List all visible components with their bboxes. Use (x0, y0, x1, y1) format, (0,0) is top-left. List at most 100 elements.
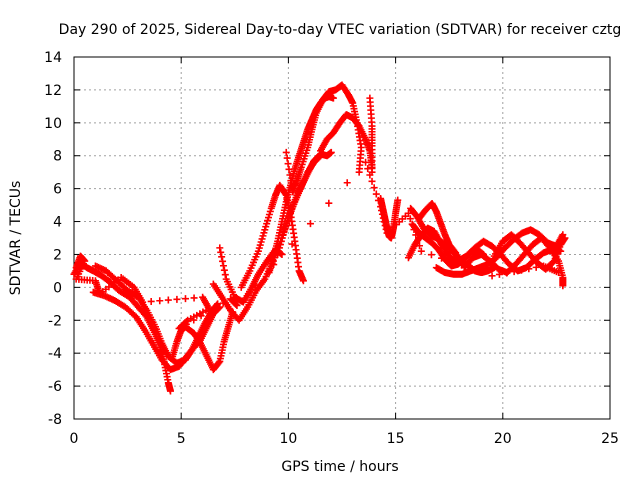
data-point (215, 359, 223, 367)
data-point (488, 272, 496, 280)
series-track-l (366, 94, 376, 176)
data-point (156, 297, 164, 305)
data-point (327, 148, 335, 156)
data-point (221, 271, 229, 279)
data-point (378, 210, 386, 218)
data-point (197, 312, 205, 320)
data-point (217, 248, 225, 256)
data-point (325, 199, 333, 207)
data-point (458, 261, 466, 269)
data-point (438, 254, 446, 262)
data-point (181, 295, 189, 303)
data-point (452, 249, 460, 257)
data-point (284, 160, 292, 168)
series-track-d (169, 308, 237, 374)
x-tick-label: 10 (279, 431, 297, 447)
series-track-j (282, 81, 365, 196)
chart-title: Day 290 of 2025, Sidereal Day-to-day VTE… (59, 22, 622, 38)
data-point (555, 269, 563, 277)
data-point (190, 316, 198, 324)
data-point (147, 297, 155, 305)
data-point (404, 209, 412, 217)
data-point (176, 323, 184, 331)
data-point (381, 222, 389, 230)
data-point (378, 206, 386, 214)
data-point (286, 171, 294, 179)
y-tick-label: 2 (53, 247, 62, 263)
data-point (517, 266, 525, 274)
data-point (382, 225, 390, 233)
data-point (394, 196, 402, 204)
data-point (287, 177, 295, 185)
data-point (139, 298, 147, 306)
data-point (377, 203, 385, 211)
data-point (559, 282, 567, 290)
data-point (495, 270, 503, 278)
y-axis-label: SDTVAR / TECUs (8, 181, 24, 296)
data-point (368, 177, 376, 185)
data-point (415, 242, 423, 250)
data-point (277, 237, 285, 245)
grid (74, 57, 610, 419)
data-point (233, 301, 241, 309)
axis-ticks (73, 56, 611, 420)
y-tick-labels: -8 -6 -4 -2 0 2 4 6 8 10 12 14 (44, 50, 62, 428)
data-points (70, 81, 569, 395)
data-point (276, 241, 284, 249)
series-track-i (274, 148, 335, 258)
data-point (283, 154, 291, 162)
data-point (374, 196, 382, 204)
x-tick-label: 0 (70, 431, 79, 447)
data-point (182, 320, 190, 328)
y-tick-label: 6 (53, 182, 62, 198)
data-point (212, 303, 220, 311)
data-point (510, 268, 518, 276)
data-point (370, 184, 378, 192)
y-tick-label: 14 (44, 50, 62, 66)
data-point (412, 231, 420, 239)
data-point (525, 265, 533, 273)
x-tick-label: 20 (494, 431, 512, 447)
data-point (329, 94, 337, 102)
data-point (275, 247, 283, 255)
data-point (451, 248, 459, 256)
data-point (427, 251, 435, 259)
x-tick-label: 15 (387, 431, 405, 447)
y-tick-label: 8 (53, 149, 62, 165)
data-point (175, 325, 183, 332)
y-tick-label: 0 (53, 280, 62, 296)
y-tick-label: -2 (48, 313, 62, 329)
plot-frame (73, 56, 611, 420)
data-point (362, 158, 370, 166)
data-point (173, 295, 181, 303)
y-tick-label: 10 (44, 116, 62, 132)
x-tick-labels: 0 5 10 15 20 25 (70, 431, 619, 447)
y-tick-label: -8 (48, 412, 62, 428)
y-tick-label: 12 (44, 83, 62, 99)
series-track-c (91, 262, 224, 367)
data-point (270, 261, 278, 269)
data-point (251, 281, 259, 289)
data-point (218, 253, 226, 261)
x-axis-label: GPS time / hours (281, 459, 398, 475)
data-point (220, 266, 228, 274)
data-point (204, 308, 212, 316)
data-point (414, 236, 422, 244)
data-point (503, 269, 511, 277)
data-point (219, 299, 227, 307)
data-point (285, 165, 293, 173)
data-point (279, 231, 287, 239)
x-tick-label: 25 (601, 431, 619, 447)
data-point (276, 244, 284, 252)
data-point (410, 226, 418, 234)
y-tick-label: -4 (48, 346, 62, 362)
data-point (549, 258, 557, 266)
data-point (448, 258, 456, 266)
data-point (366, 171, 374, 179)
y-tick-label: 4 (53, 215, 62, 231)
data-point (164, 296, 172, 304)
data-point (355, 168, 363, 176)
data-point (282, 148, 290, 156)
